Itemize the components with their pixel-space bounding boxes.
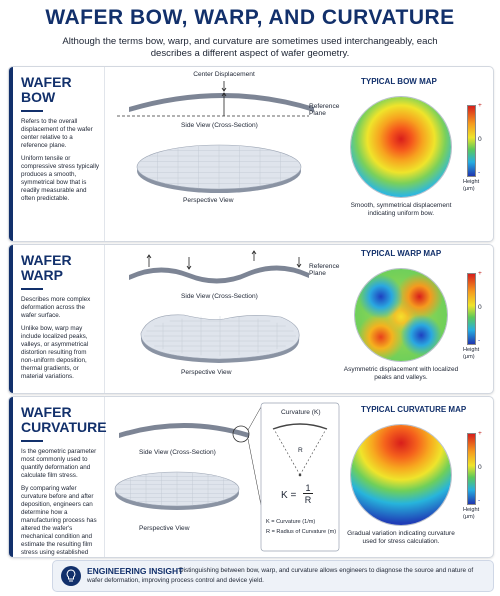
section-heading: WAFER BOW (21, 75, 100, 112)
heading-line: WAFER (21, 252, 72, 268)
color-bar-mid: 0 (478, 136, 482, 143)
height-map (351, 425, 451, 525)
map-title: TYPICAL BOW MAP (361, 77, 437, 86)
map-caption: Gradual variation indicating curvature u… (347, 530, 455, 545)
description-text: Describes more complex deformation acros… (21, 296, 91, 319)
color-bar (467, 273, 476, 345)
description-text: Uniform tensile or compressive stress ty… (21, 155, 100, 202)
map-caption: Smooth, symmetrical displacement indicat… (350, 202, 452, 217)
section-card: WAFER CURVATURE Is the geometric parameter… (8, 396, 494, 558)
side-view-label: Side View (Cross-Section) (181, 122, 258, 129)
insight-text: Distinguishing between bow, warp, and cu… (87, 567, 474, 584)
map-title: TYPICAL CURVATURE MAP (361, 405, 467, 414)
color-bar-mid: 0 (478, 464, 482, 471)
accent-stripe (9, 67, 13, 241)
geometry-diagram (117, 81, 314, 193)
perspective-label: Perspective View (183, 197, 234, 204)
heading-line: WAFER (21, 74, 72, 90)
page-subtitle: Although the terms bow, warp, and curvat… (62, 36, 438, 59)
description-text: Unlike bow, warp may include localized p… (21, 325, 89, 380)
geometry-diagram (129, 250, 309, 363)
color-bar-max: + (478, 430, 482, 437)
color-bar (467, 433, 476, 505)
description-panel: WAFER WARP Describes more complex deformat… (13, 245, 105, 393)
heading-line: WAFER (21, 404, 72, 420)
diagram-annotation: Reference Plane (309, 263, 340, 277)
inset-legend: R = Radius of Curvature (m) (266, 529, 337, 535)
heading-line: WARP (21, 267, 63, 283)
formula-denominator: R (304, 495, 312, 505)
color-bar-min: - (478, 169, 481, 176)
description-text: By comparing wafer curvature before and … (21, 485, 97, 556)
height-map (355, 269, 447, 361)
diagram-annotation: Center Displacement (193, 71, 255, 78)
inset-title: Curvature (K) (281, 409, 321, 416)
color-bar (467, 105, 476, 177)
color-bar-label: Height (μm) (463, 347, 480, 360)
section-heading: WAFER CURVATURE (21, 404, 107, 442)
accent-stripe (9, 245, 13, 393)
color-bar-mid: 0 (478, 304, 482, 311)
color-bar-max: + (478, 102, 482, 109)
insight-title: ENGINEERING INSIGHT (87, 566, 184, 576)
formula-numerator: 1 (303, 483, 313, 494)
color-bar-max: + (478, 270, 482, 277)
section-card: WAFER BOW Refers to the overall displaceme… (8, 66, 494, 242)
heading-line: BOW (21, 89, 56, 105)
map-caption: Asymmetric displacement with localized p… (343, 366, 459, 381)
perspective-label: Perspective View (181, 369, 232, 376)
perspective-label: Perspective View (139, 525, 190, 532)
diagram-annotation: Reference Plane (309, 103, 340, 117)
insight-box: Distinguishing between bow, warp, and cu… (52, 560, 494, 592)
insight-icon (61, 566, 81, 586)
description-panel: WAFER CURVATURE Is the geometric parameter… (13, 397, 107, 557)
radius-label: R (298, 447, 303, 454)
accent-stripe (9, 397, 13, 557)
description-text: Refers to the overall displacement of th… (21, 118, 93, 149)
heading-line: CURVATURE (21, 419, 107, 435)
map-title: TYPICAL WARP MAP (361, 249, 442, 258)
color-bar-label: Height (μm) (463, 507, 480, 520)
color-bar-label: Height (μm) (463, 179, 480, 192)
description-text: Is the geometric parameter most commonly… (21, 448, 97, 479)
geometry-diagram (114, 402, 340, 552)
color-bar-min: - (478, 497, 481, 504)
color-bar-min: - (478, 337, 481, 344)
description-panel: WAFER BOW Refers to the overall displaceme… (13, 67, 105, 241)
section-card: WAFER WARP Describes more complex deformat… (8, 244, 494, 394)
page-title: WAFER BOW, WARP, AND CURVATURE (45, 6, 455, 29)
section-heading: WAFER WARP (21, 253, 100, 290)
side-view-label: Side View (Cross-Section) (139, 449, 216, 456)
inset-legend: K = Curvature (1/m) (266, 519, 316, 525)
height-map (351, 97, 451, 197)
side-view-label: Side View (Cross-Section) (181, 293, 258, 300)
formula-lhs: K = (281, 490, 297, 501)
